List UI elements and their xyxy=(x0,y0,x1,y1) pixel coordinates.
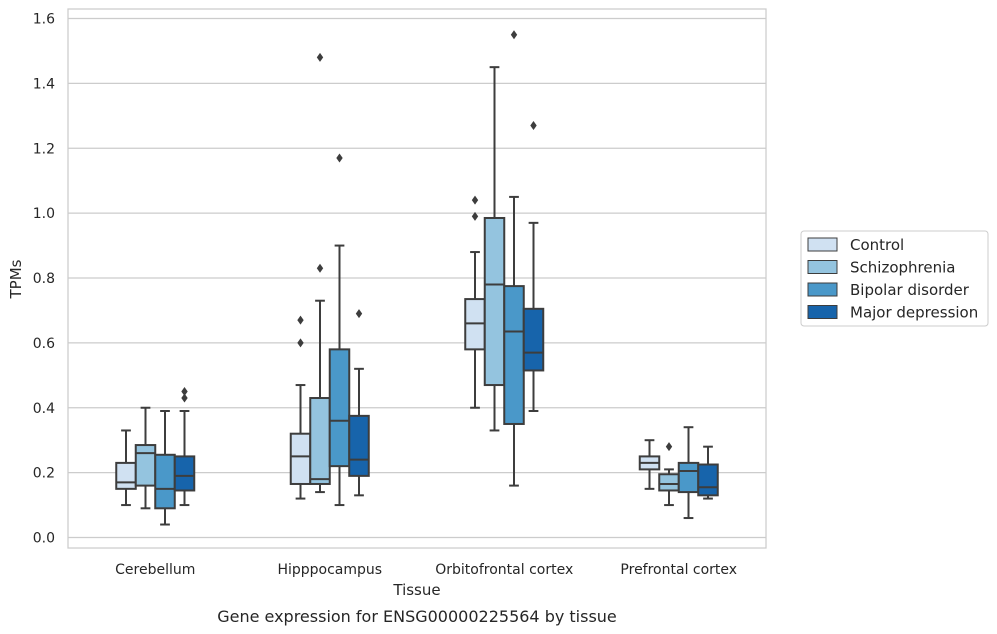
y-tick-label: 1.2 xyxy=(33,141,55,157)
iqr-box xyxy=(677,461,700,494)
box-major-depression xyxy=(348,309,370,497)
y-tick-label: 0.8 xyxy=(33,271,55,287)
y-tick-label: 0.2 xyxy=(33,466,55,482)
iqr-box xyxy=(173,455,196,492)
legend-label: Bipolar disorder xyxy=(850,281,970,299)
iqr-box xyxy=(309,397,331,485)
box-schizophrenia xyxy=(134,406,157,510)
legend-swatch xyxy=(807,305,838,319)
legend-swatch xyxy=(807,237,838,252)
box-control xyxy=(464,195,486,409)
legend-frame xyxy=(800,230,989,327)
y-tick-label: 0.0 xyxy=(33,531,55,547)
legend-swatch xyxy=(807,282,838,297)
box-schizophrenia xyxy=(483,66,506,432)
y-tick-label: 1.0 xyxy=(33,206,55,222)
x-tick-label: Prefrontal cortex xyxy=(620,562,737,578)
iqr-box xyxy=(697,463,719,497)
box-major-depression xyxy=(697,445,719,500)
x-axis-ticks: Cerebellum Hipppocampus Orbitofrontal cort… xyxy=(115,562,737,578)
box-control xyxy=(115,429,137,507)
box-bipolar-disorder xyxy=(154,409,176,526)
boxes-layer xyxy=(115,30,719,526)
iqr-box xyxy=(483,216,506,387)
legend-swatch xyxy=(807,260,838,274)
outlier-point xyxy=(510,30,518,40)
y-axis-title: TPMs xyxy=(7,259,25,299)
legend: Control Schizophrenia Bipolar disorder Majo… xyxy=(800,230,989,327)
x-tick-label: Hipppocampus xyxy=(277,562,382,578)
y-tick-label: 1.4 xyxy=(33,76,55,92)
legend-label: Major depression xyxy=(850,304,978,322)
iqr-box xyxy=(522,307,545,372)
x-tick-label: Cerebellum xyxy=(115,562,195,578)
outlier-point xyxy=(181,387,188,397)
outlier-point xyxy=(471,195,479,205)
box-major-depression xyxy=(522,121,545,412)
x-tick-label: Orbitofrontal cortex xyxy=(435,562,573,578)
legend-label: Schizophrenia xyxy=(850,259,955,277)
outlier-point xyxy=(530,121,537,131)
outlier-point xyxy=(181,393,188,403)
iqr-box xyxy=(328,348,351,468)
outlier-point xyxy=(297,315,304,325)
box-control xyxy=(638,439,661,490)
x-axis-title: Tissue xyxy=(392,581,440,599)
box-schizophrenia xyxy=(658,442,680,507)
plot-area-frame xyxy=(67,8,767,549)
y-tick-label: 1.6 xyxy=(33,12,55,28)
box-major-depression xyxy=(173,387,196,507)
outlier-point xyxy=(297,338,304,348)
box-bipolar-disorder xyxy=(503,30,525,487)
y-tick-label: 0.6 xyxy=(33,336,55,352)
outlier-point xyxy=(336,153,343,163)
y-tick-label: 0.4 xyxy=(33,401,55,417)
outlier-point xyxy=(665,442,673,452)
iqr-box xyxy=(503,285,525,425)
legend-label: Control xyxy=(850,236,904,254)
iqr-box xyxy=(289,432,312,485)
chart-caption: Gene expression for ENSG00000225564 by t… xyxy=(217,607,617,626)
outlier-point xyxy=(316,263,324,273)
y-axis-ticks: 0.0 0.2 0.4 0.6 0.8 1.0 1.2 1.4 1.6 xyxy=(33,12,55,547)
iqr-box xyxy=(115,461,137,490)
iqr-box xyxy=(658,473,680,492)
box-bipolar-disorder xyxy=(677,426,700,520)
box-bipolar-disorder xyxy=(328,153,351,507)
iqr-box xyxy=(134,444,157,487)
outlier-point xyxy=(316,52,324,62)
box-schizophrenia xyxy=(309,52,331,494)
iqr-box xyxy=(348,414,370,477)
outlier-point xyxy=(355,309,363,319)
outlier-point xyxy=(471,211,479,221)
iqr-box xyxy=(154,453,176,510)
